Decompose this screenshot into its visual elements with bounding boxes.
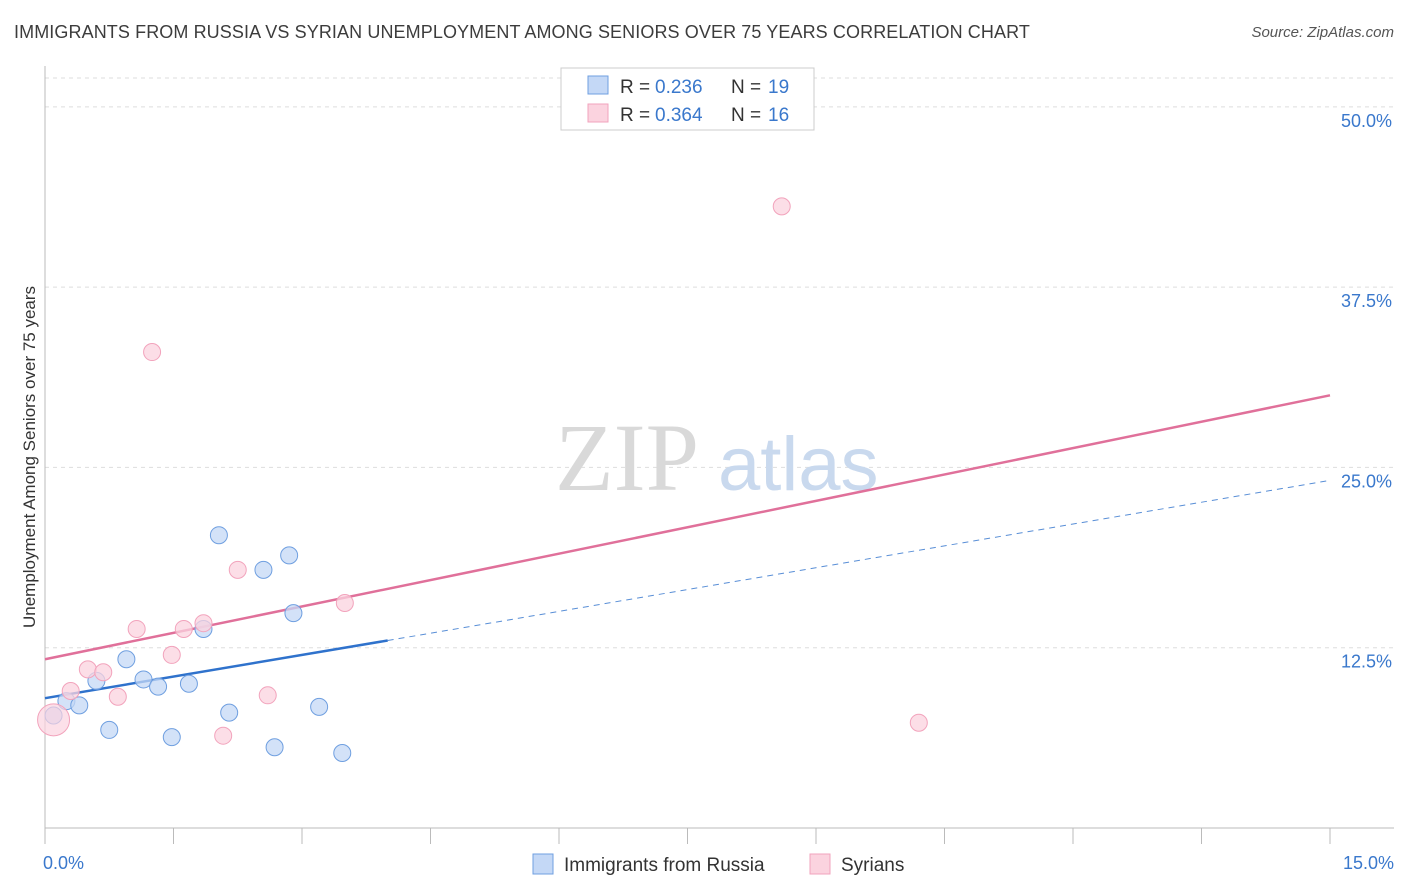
bottom-legend-swatch-russia — [532, 853, 554, 875]
point-syrians — [228, 560, 247, 579]
point-syrians — [37, 703, 71, 737]
point-syrians — [214, 726, 233, 745]
point-russia — [209, 526, 228, 545]
bottom-legend-label-syrians: Syrians — [841, 855, 904, 876]
point-syrians — [143, 343, 162, 362]
y-tick-label: 12.5% — [1341, 652, 1392, 672]
legend-n-value-russia: 19 — [768, 77, 789, 98]
point-russia — [117, 650, 136, 669]
point-syrians — [909, 713, 928, 732]
x-tick-label: 15.0% — [1343, 853, 1394, 873]
legend-r-label-russia: R = — [620, 77, 650, 98]
point-syrians — [162, 645, 181, 664]
point-russia — [310, 697, 329, 716]
grid-lines — [45, 77, 1394, 649]
axes: 12.5% 25.0% 37.5% 50.0% 0.0% 15.0% — [43, 66, 1394, 873]
trend-syrians — [44, 394, 1331, 661]
legend: R = 0.236 N = 19 R = 0.364 N = 16 — [560, 67, 815, 131]
trend-russia — [44, 639, 388, 700]
legend-swatch-syrians — [587, 103, 609, 123]
y-axis-title: Unemployment Among Seniors over 75 years — [20, 286, 39, 628]
legend-swatch-russia — [587, 75, 609, 95]
point-syrians — [174, 619, 193, 638]
point-russia — [280, 546, 299, 565]
point-syrians — [127, 619, 146, 638]
point-syrians — [108, 687, 127, 706]
point-russia — [162, 728, 181, 747]
legend-r-value-russia: 0.236 — [655, 77, 703, 98]
point-syrians — [194, 614, 213, 633]
y-tick-label: 37.5% — [1341, 291, 1392, 311]
bottom-legend-swatch-syrians — [809, 853, 831, 875]
point-syrians — [772, 197, 791, 216]
point-syrians — [258, 686, 277, 705]
point-russia — [100, 720, 119, 739]
point-russia — [333, 744, 352, 762]
bottom-legend-label-russia: Immigrants from Russia — [564, 855, 765, 876]
chart-title: IMMIGRANTS FROM RUSSIA VS SYRIAN UNEMPLO… — [14, 22, 1030, 42]
point-syrians — [61, 681, 80, 700]
point-syrians — [335, 594, 354, 612]
x-tick-label: 0.0% — [43, 853, 84, 873]
point-russia — [70, 696, 89, 715]
legend-r-label-syrians: R = — [620, 105, 650, 126]
watermark-zip: ZIP — [555, 404, 699, 511]
legend-n-value-syrians: 16 — [768, 105, 789, 126]
data-points — [37, 197, 928, 762]
y-tick-label: 25.0% — [1341, 471, 1392, 491]
y-axis-label: Unemployment Among Seniors over 75 years — [20, 286, 39, 628]
point-russia — [254, 560, 273, 579]
point-russia — [265, 738, 284, 757]
point-russia — [149, 677, 168, 696]
point-russia — [220, 703, 239, 722]
point-syrians — [94, 663, 113, 682]
trend-lines — [44, 394, 1331, 700]
point-russia — [134, 670, 153, 689]
y-tick-label: 50.0% — [1341, 111, 1392, 131]
point-russia — [179, 674, 198, 693]
legend-n-label-syrians: N = — [731, 105, 761, 126]
legend-n-label-russia: N = — [731, 77, 761, 98]
watermark: ZIP atlas — [555, 404, 879, 511]
trend-russia-dashed — [387, 479, 1331, 641]
chart-source: Source: ZipAtlas.com — [1251, 24, 1394, 41]
point-syrians — [78, 660, 97, 679]
legend-r-value-syrians: 0.364 — [655, 105, 703, 126]
bottom-legend: Immigrants from Russia Syrians — [532, 853, 904, 876]
point-russia — [284, 604, 303, 623]
